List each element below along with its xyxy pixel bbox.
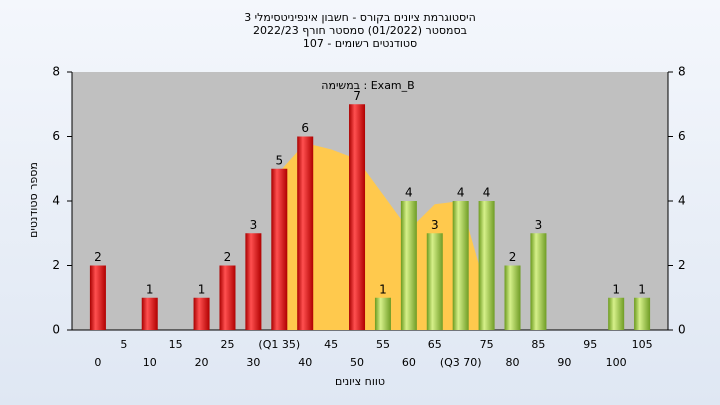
data-label: 1 <box>198 282 206 296</box>
y2-tick-label: 4 <box>678 194 686 208</box>
bar <box>452 201 469 330</box>
bar <box>349 104 366 330</box>
bar <box>634 297 651 330</box>
x-tick-label: 90 <box>557 356 571 369</box>
x-tick-label: 50 <box>350 356 364 369</box>
x-tick-label: 75 <box>480 338 494 351</box>
y-tick-label: 6 <box>52 129 60 143</box>
bar <box>245 233 262 330</box>
x-tick-label: 40 <box>298 356 312 369</box>
x-tick-label: 0 <box>94 356 101 369</box>
y-axis-label: מספר סטודנטים <box>27 162 40 238</box>
bar <box>141 297 158 330</box>
data-label: 5 <box>275 153 283 167</box>
x-tick-label: 95 <box>583 338 597 351</box>
bar <box>297 136 314 330</box>
x-tick-label: 10 <box>143 356 157 369</box>
x-tick-label: 5 <box>120 338 127 351</box>
data-label: 7 <box>353 89 361 103</box>
annotation: במשימה : Exam_B <box>321 79 414 92</box>
y2-tick-label: 6 <box>678 129 686 143</box>
y-tick-label: 2 <box>52 258 60 272</box>
x-tick-label: 15 <box>169 338 183 351</box>
data-label: 3 <box>535 218 543 232</box>
data-label: 2 <box>94 250 102 264</box>
bar <box>400 201 417 330</box>
data-label: 2 <box>224 250 232 264</box>
x-tick-label: 100 <box>606 356 627 369</box>
bar <box>271 168 288 330</box>
x-tick-label: (Q3 70) <box>440 356 482 369</box>
y-tick-label: 8 <box>52 65 60 79</box>
data-label: 1 <box>638 282 646 296</box>
x-tick-label: 30 <box>246 356 260 369</box>
x-tick-label: 55 <box>376 338 390 351</box>
bar <box>193 297 210 330</box>
x-tick-label: 20 <box>195 356 209 369</box>
data-label: 4 <box>483 186 491 200</box>
x-tick-label: (Q1 35) <box>258 338 300 351</box>
data-label: 1 <box>612 282 620 296</box>
bar <box>504 265 521 330</box>
x-axis-label: טווח ציונים <box>335 375 385 388</box>
data-label: 4 <box>457 186 465 200</box>
data-label: 3 <box>431 218 439 232</box>
y2-tick-label: 8 <box>678 65 686 79</box>
data-label: 2 <box>509 250 517 264</box>
data-label: 3 <box>250 218 258 232</box>
bar <box>374 297 391 330</box>
bar <box>478 201 495 330</box>
chart-subtitle: סטודנטים רשומים - 107 <box>303 37 417 50</box>
x-tick-label: 45 <box>324 338 338 351</box>
bar <box>530 233 547 330</box>
data-label: 4 <box>405 186 413 200</box>
x-tick-label: 80 <box>506 356 520 369</box>
bar <box>219 265 236 330</box>
bar <box>89 265 106 330</box>
y-tick-label: 4 <box>52 194 60 208</box>
chart-subtitle: בסמסטר (01/2022) סמסטר חורף 2022/23 <box>253 24 467 37</box>
data-label: 6 <box>301 121 309 135</box>
data-label: 1 <box>146 282 154 296</box>
chart-title: היסטוגרמת ציונים בקורס - חשבון אינפיניטס… <box>244 11 476 24</box>
x-tick-label: 105 <box>632 338 653 351</box>
x-tick-label: 25 <box>220 338 234 351</box>
bar <box>426 233 443 330</box>
x-tick-label: 60 <box>402 356 416 369</box>
bar <box>608 297 625 330</box>
y-tick-label: 0 <box>52 323 60 337</box>
y2-tick-label: 2 <box>678 258 686 272</box>
data-label: 1 <box>379 282 387 296</box>
y2-tick-label: 0 <box>678 323 686 337</box>
x-tick-label: 85 <box>531 338 545 351</box>
x-tick-label: 65 <box>428 338 442 351</box>
